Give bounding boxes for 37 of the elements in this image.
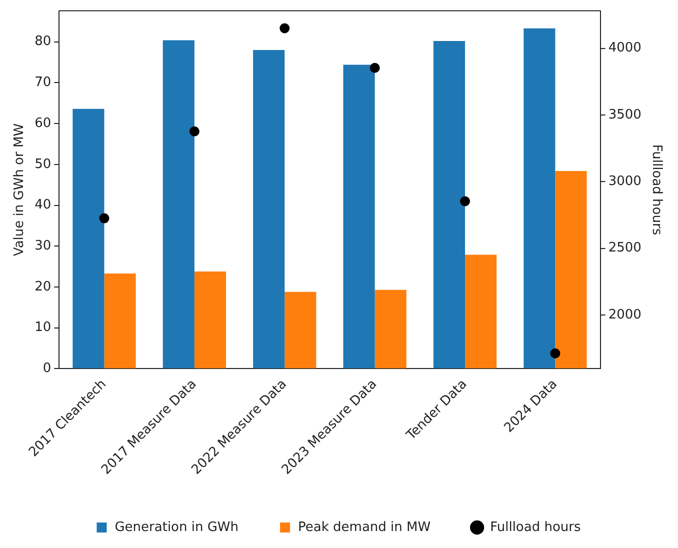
bar <box>374 290 406 368</box>
point <box>99 213 110 224</box>
point <box>550 348 560 358</box>
y-tick-label: 10 <box>34 320 52 336</box>
y-axis-title: Value in GWh or MW <box>12 123 28 256</box>
bar <box>104 274 136 368</box>
legend-label: Fullload hours <box>490 520 582 535</box>
point <box>189 126 200 136</box>
bar <box>72 108 104 368</box>
bar <box>465 254 497 368</box>
legend-label: Peak demand in MW <box>298 520 431 535</box>
bar <box>162 40 194 368</box>
y-tick-label: 80 <box>34 34 52 50</box>
y-tick-label: 30 <box>34 238 52 254</box>
point <box>370 62 380 73</box>
bar <box>194 271 226 368</box>
y-tick-label: 60 <box>34 116 52 131</box>
y2-axis-title: Fullload hours <box>648 144 664 236</box>
y-tick-label: 40 <box>34 198 52 213</box>
point <box>460 196 470 206</box>
bar <box>555 170 587 368</box>
y2-tick-label: 2500 <box>608 240 642 256</box>
legend-label: Generation in GWh <box>114 520 239 535</box>
bar <box>343 64 375 368</box>
point <box>280 23 290 34</box>
bar <box>433 41 466 368</box>
y2-tick-label: 2000 <box>608 307 642 322</box>
y-tick-label: 50 <box>34 156 52 172</box>
bar <box>524 28 556 368</box>
y2-tick-label: 3500 <box>608 107 642 122</box>
bar <box>253 50 285 368</box>
bar <box>284 292 316 368</box>
y2-tick-label: 4000 <box>608 40 642 56</box>
y-tick-label: 70 <box>34 75 52 90</box>
y-tick-label: 20 <box>34 279 52 294</box>
y-tick-label: 0 <box>42 361 52 376</box>
y2-tick-label: 3000 <box>608 174 642 189</box>
